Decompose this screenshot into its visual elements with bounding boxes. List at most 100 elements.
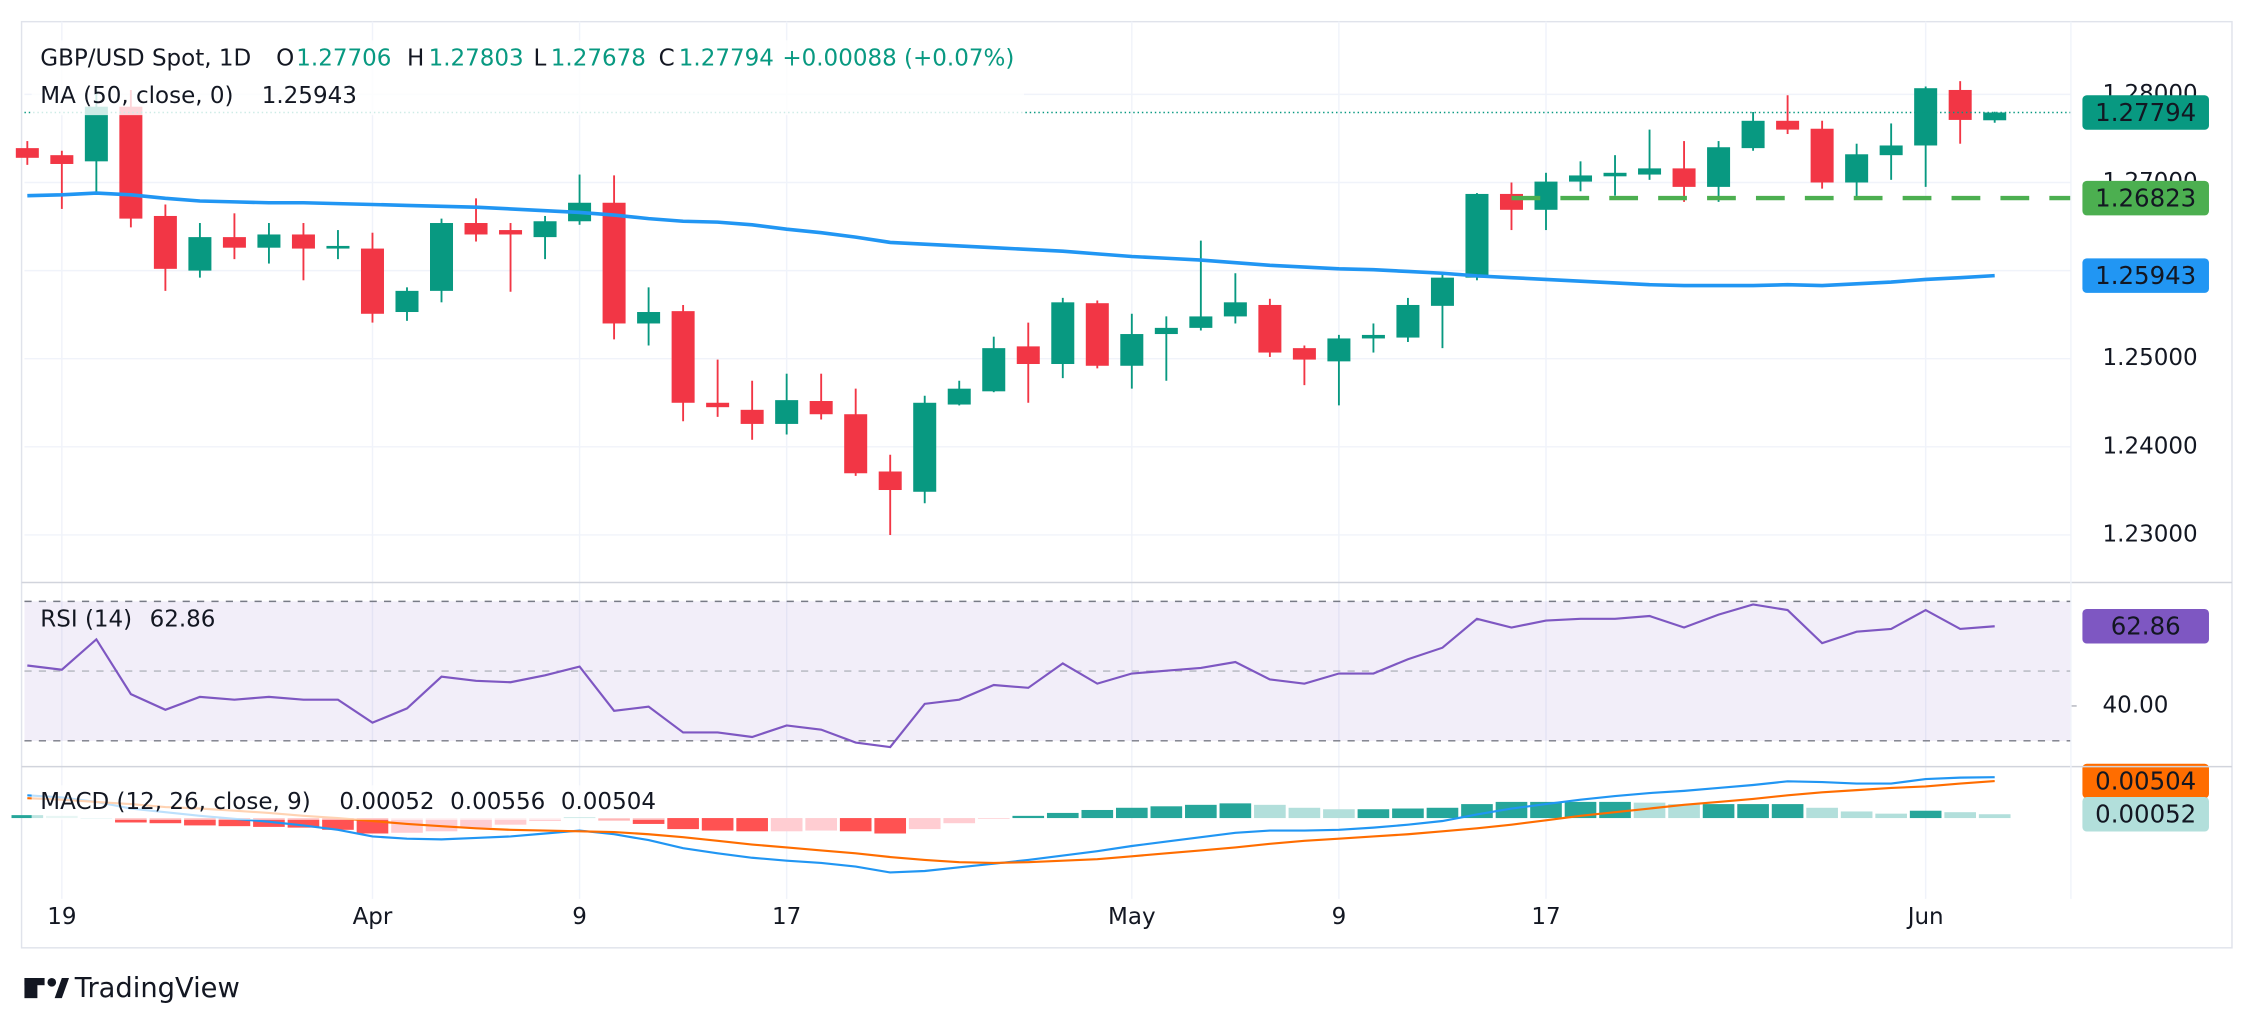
histogram-bar [977,818,1010,819]
price-badge-text: 0.00052 [2095,800,2196,829]
histogram-bar [1875,813,1907,819]
candle-body [499,230,523,235]
candle-body [222,237,246,248]
histogram-bar [908,818,941,830]
x-tick-label: 19 [47,904,76,930]
logo-shape [47,978,57,987]
histogram-bar [218,818,251,827]
candle-body [360,248,384,314]
brand-name: TradingView [74,973,240,1004]
candle-body [1983,112,2007,121]
histogram-bar [736,818,768,832]
candle-body [1948,89,1972,120]
symbol-title: GBP/USD Spot, 1D [40,46,251,72]
price-badge-text: 0.00504 [2095,766,2196,795]
candle-body [1292,348,1316,360]
candle-body [119,106,143,219]
histogram-bar [1840,811,1873,819]
histogram-bar [1495,801,1528,819]
legend-backdrop [31,785,665,820]
histogram-bar [667,818,699,830]
histogram-bar [115,818,147,823]
histogram-bar [149,818,182,824]
histogram-bar [322,818,354,830]
histogram-bar [1254,804,1286,819]
x-tick-label: 17 [772,904,801,930]
histogram-bar [1046,812,1079,819]
candle-body [50,155,74,164]
histogram-bar [1392,808,1424,819]
price-badge [2082,608,2209,644]
candle-body [1569,175,1593,182]
histogram-bar [287,818,320,828]
candle-body [637,312,661,324]
candle-body [1603,172,1627,177]
histogram-bar [1978,814,2011,819]
histogram-bar [1150,806,1183,819]
candle-body [291,234,315,249]
moving-average-line [27,191,1995,288]
y-tick-label: 1.25000 [2103,345,2198,371]
ohlc-label: L [534,46,547,72]
candle-body [1741,120,1765,149]
ohlc-value: 1.27706 [296,46,391,72]
x-tick-label: May [1108,904,1156,930]
change-value: +0.00088 (+0.07%) [782,46,1014,72]
candle-body [706,402,730,408]
histogram-bar [1806,807,1838,819]
x-tick-label: Apr [353,904,393,930]
candle-body [1914,88,1938,146]
candle-body [775,400,799,424]
candle-body [1672,168,1696,187]
candle-body [1396,304,1420,338]
candle-body [809,401,833,415]
candle-body [15,148,39,158]
logo-shape [54,978,70,999]
histogram-bar [1012,815,1045,819]
macd-legend-value: 0.00556 [450,789,545,815]
histogram-bar [1115,807,1148,819]
candle-body [153,215,177,269]
y-tick-label: 1.23000 [2103,521,2198,547]
candle-body [1879,145,1903,156]
candle-body [326,245,350,249]
price-badge [2082,796,2209,832]
histogram-bar [1288,807,1321,819]
histogram-bar [1909,810,1942,819]
macd-legend: MACD (12, 26, close, 9) [40,789,310,815]
histogram-bar [1185,804,1217,819]
price-badge-text: 1.27794 [2095,98,2196,127]
candle-body [844,414,868,474]
x-tick-label: 9 [1332,904,1347,930]
candle-body [1085,303,1109,366]
histogram-bar [874,818,907,834]
x-tick-label: 9 [572,904,587,930]
histogram-bar [701,818,734,831]
ma-legend-value: 1.25943 [262,83,357,109]
candle-body [671,311,695,403]
candle-body [1776,120,1800,130]
legend-backdrop [31,40,1024,116]
candle-body [1051,302,1075,365]
histogram-bar [11,815,44,819]
candle-body [878,471,902,491]
price-badge [2082,180,2209,216]
candle-body [1189,316,1213,328]
ohlc-value: 1.27803 [429,46,524,72]
rsi-legend: RSI (14) [40,606,132,632]
candle-body [1430,277,1454,306]
ohlc-value: 1.27678 [551,46,646,72]
price-badge-text: 62.86 [2111,612,2181,641]
histogram-bar [1668,804,1700,819]
signal-legend-value: 0.00504 [561,789,656,815]
candle-body [982,348,1006,392]
histogram-bar [1219,803,1252,819]
histogram-bar [391,818,423,833]
histogram-bar [460,818,492,828]
candle-body [947,388,971,405]
rsi-line [27,603,1995,749]
histogram-bar [805,818,837,831]
ohlc-label: H [407,46,424,72]
